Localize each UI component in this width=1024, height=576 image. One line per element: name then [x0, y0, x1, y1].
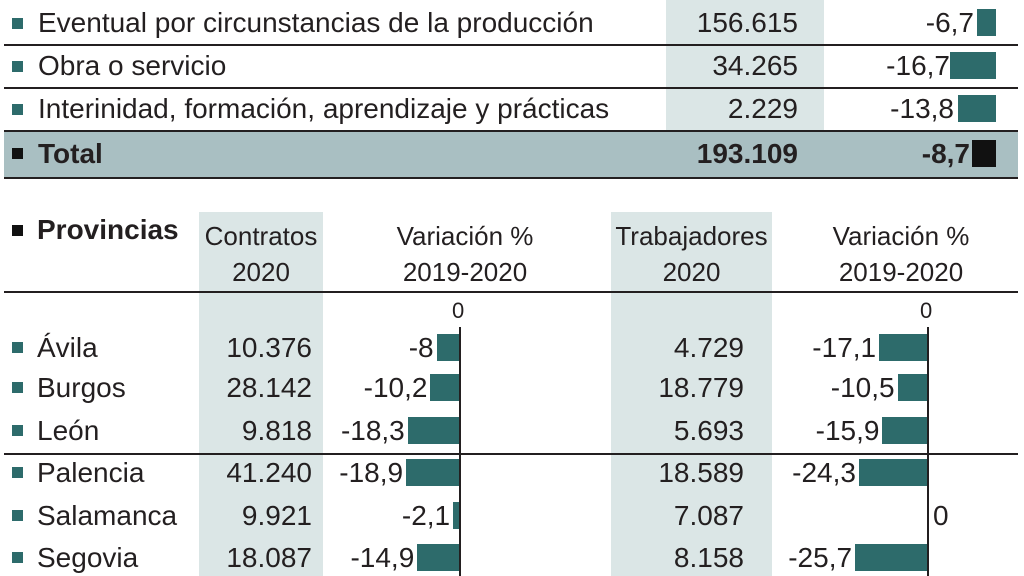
- variation-value: -14,9: [350, 542, 415, 573]
- zero-axis-line: [459, 327, 461, 576]
- variation-bar: [882, 417, 927, 444]
- bullet-icon: [12, 382, 23, 393]
- row-variation: -6,7: [925, 7, 974, 38]
- variation-bar: [897, 374, 927, 401]
- province-name: Ávila: [37, 332, 98, 363]
- province-name: Palencia: [37, 457, 145, 488]
- variation-bar: [430, 374, 459, 401]
- bullet-icon: [12, 61, 23, 72]
- trabajadores-column-shade: [611, 212, 772, 576]
- header-contratos: Contratos 2020: [204, 221, 318, 287]
- row-label: Obra o servicio: [38, 50, 227, 81]
- trabajadores-value: 18.779: [658, 372, 744, 403]
- row-label: Interinidad, formación, aprendizaje y pr…: [38, 93, 610, 124]
- variation-value: -8: [408, 332, 434, 363]
- row-variation: -13,8: [890, 93, 954, 124]
- row-variation: -16,7: [886, 50, 950, 81]
- trabajadores-value: 8.158: [673, 542, 744, 573]
- province-name: Salamanca: [37, 500, 178, 531]
- variation-value: -15,9: [815, 415, 880, 446]
- zero-label: 0: [920, 298, 933, 323]
- variation-bar: [855, 544, 927, 571]
- variation-value: -17,1: [812, 332, 877, 363]
- row-value: 34.265: [712, 50, 798, 81]
- row-label: Eventual por circunstancias de la produc…: [38, 7, 594, 38]
- bullet-icon: [12, 510, 23, 521]
- variation-bar-total: [972, 140, 996, 167]
- total-label: Total: [38, 138, 103, 169]
- total-row-band: [4, 131, 1018, 177]
- variation-bar: [950, 52, 996, 79]
- bullet-icon: [12, 18, 23, 29]
- group-divider: [4, 453, 1018, 455]
- bullet-icon: [12, 104, 23, 115]
- header-trabajadores: Trabajadores 2020: [615, 221, 768, 287]
- contratos-value: 10.376: [226, 332, 312, 363]
- variation-bar: [406, 459, 459, 486]
- row-value: 156.615: [696, 7, 798, 38]
- header-divider: [4, 291, 1018, 293]
- variation-bar: [417, 544, 459, 571]
- variation-bar: [858, 459, 927, 486]
- header-variacion-contratos: Variación % 2019-2020: [396, 221, 534, 287]
- row-divider: [4, 44, 1018, 46]
- variation-value: -18,3: [340, 415, 405, 446]
- row-divider: [4, 130, 1018, 132]
- variation-value: -2,1: [401, 500, 451, 531]
- zero-label: 0: [452, 298, 465, 323]
- variation-value: -25,7: [788, 542, 853, 573]
- bullet-icon: [12, 467, 23, 478]
- trabajadores-value: 18.589: [658, 457, 744, 488]
- contratos-value: 9.818: [241, 415, 312, 446]
- trabajadores-value: 7.087: [673, 500, 744, 531]
- bullet-icon: [12, 225, 23, 236]
- top-value-column-shade: [666, 0, 824, 131]
- row-divider: [4, 177, 1018, 179]
- contratos-value: 9.921: [241, 500, 312, 531]
- bullet-icon: [12, 342, 23, 353]
- variation-bar: [958, 95, 996, 122]
- province-name: León: [37, 415, 100, 446]
- provinces-title: Provincias: [37, 214, 179, 245]
- total-variation: -8,7: [921, 138, 970, 169]
- variation-bar: [977, 9, 996, 36]
- bullet-icon: [12, 148, 23, 159]
- total-value: 193.109: [696, 138, 798, 169]
- variation-bar: [407, 417, 459, 444]
- contratos-value: 28.142: [226, 372, 312, 403]
- province-name: Segovia: [37, 542, 139, 573]
- header-variacion-trabajadores: Variación % 2019-2020: [832, 221, 970, 287]
- trabajadores-value: 5.693: [673, 415, 744, 446]
- row-divider: [4, 87, 1018, 89]
- row-value: 2.229: [727, 93, 798, 124]
- variation-bar: [453, 502, 459, 529]
- variation-bar: [436, 334, 459, 361]
- zero-axis-line: [927, 327, 929, 576]
- contratos-value: 18.087: [226, 542, 312, 573]
- contratos-value: 41.240: [226, 457, 312, 488]
- bullet-icon: [12, 425, 23, 436]
- variation-bar: [879, 334, 927, 361]
- variation-value: -24,3: [792, 457, 856, 488]
- variation-value: 0: [933, 500, 949, 531]
- trabajadores-value: 4.729: [673, 332, 744, 363]
- variation-value: -18,9: [339, 457, 404, 488]
- variation-value: -10,2: [363, 372, 428, 403]
- variation-value: -10,5: [830, 372, 895, 403]
- province-name: Burgos: [37, 372, 126, 403]
- contratos-column-shade: [199, 212, 323, 576]
- bullet-icon: [12, 552, 23, 563]
